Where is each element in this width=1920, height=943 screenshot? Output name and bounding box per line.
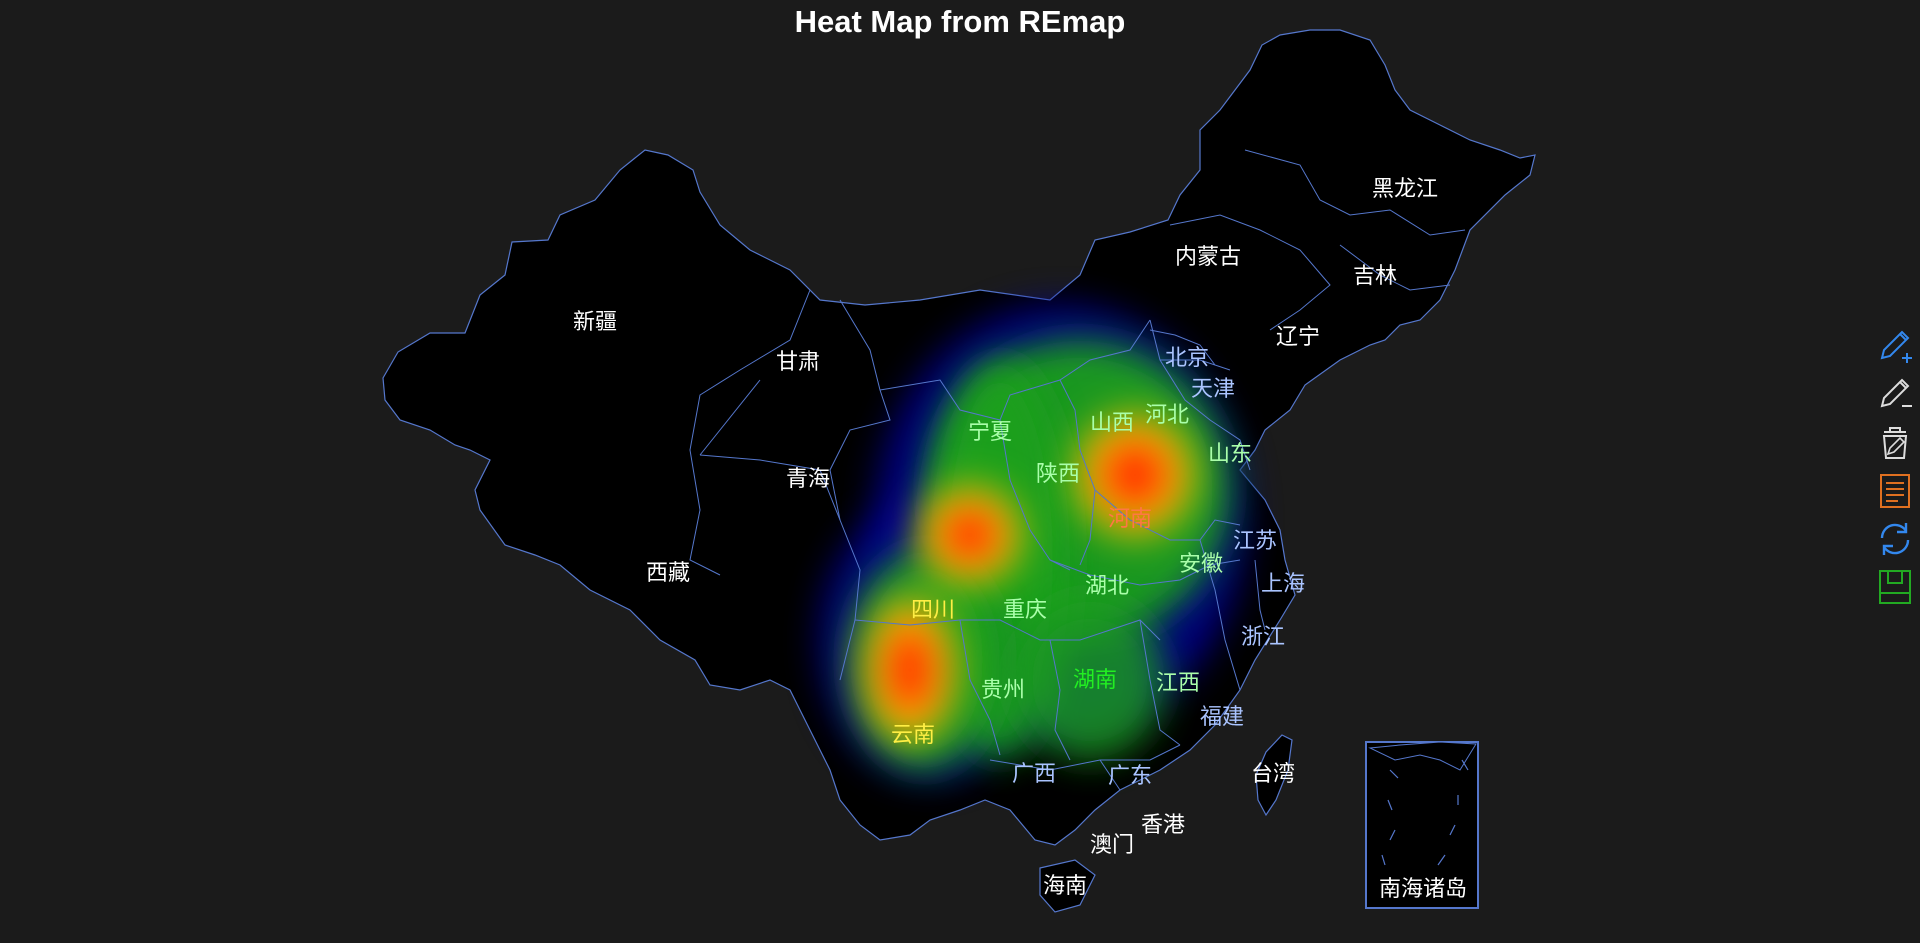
region-label: 河北 [1145, 403, 1189, 428]
region-label: 重庆 [1003, 598, 1047, 623]
heat-layer [820, 305, 1245, 780]
region-label: 天津 [1191, 377, 1235, 402]
province-borders [689, 149, 1466, 791]
region-label: 香港 [1141, 813, 1185, 838]
brush-remove-button[interactable] [1876, 376, 1914, 414]
region-label: 安徽 [1179, 552, 1223, 577]
restore-icon [1880, 523, 1910, 555]
clear-icon [1882, 427, 1908, 459]
region-label: 云南 [891, 723, 935, 748]
region-label: 青海 [786, 467, 830, 492]
restore-button[interactable] [1876, 520, 1914, 558]
region-label: 甘肃 [776, 350, 820, 375]
brush-remove-icon [1880, 378, 1912, 408]
region-label: 辽宁 [1276, 325, 1320, 350]
save-image-icon [1879, 570, 1911, 604]
region-label: 海南 [1043, 874, 1087, 899]
data-view-button[interactable] [1876, 472, 1914, 510]
region-label: 山东 [1208, 442, 1252, 467]
region-label: 南海诸岛 [1379, 877, 1467, 902]
region-label: 江苏 [1233, 529, 1277, 554]
region-label: 新疆 [573, 310, 617, 335]
region-label: 上海 [1261, 572, 1305, 597]
data-view-icon [1880, 474, 1910, 508]
region-label: 黑龙江 [1372, 177, 1438, 202]
region-label: 湖北 [1085, 574, 1129, 599]
region-label: 湖南 [1073, 668, 1117, 693]
toolbox [1876, 328, 1916, 616]
region-label: 贵州 [981, 678, 1025, 703]
region-label: 陕西 [1036, 462, 1080, 487]
south-china-sea-inset [1365, 741, 1479, 909]
region-label: 广西 [1012, 762, 1056, 787]
region-label: 浙江 [1241, 625, 1285, 650]
region-label: 河南 [1108, 507, 1152, 532]
region-label: 江西 [1156, 671, 1200, 696]
region-label: 宁夏 [968, 420, 1012, 445]
taiwan-shape [1255, 734, 1293, 817]
region-label: 北京 [1165, 346, 1209, 371]
region-label: 台湾 [1251, 762, 1295, 787]
region-label: 山西 [1090, 411, 1134, 436]
hainan-shape [1039, 859, 1096, 913]
brush-add-icon [1880, 330, 1912, 363]
region-label: 吉林 [1353, 264, 1397, 289]
save-image-button[interactable] [1876, 568, 1914, 606]
region-label: 内蒙古 [1175, 245, 1241, 270]
region-label: 西藏 [646, 561, 690, 586]
region-label: 澳门 [1090, 833, 1134, 858]
region-label: 广东 [1108, 764, 1152, 789]
region-label: 福建 [1200, 705, 1244, 730]
page-title: Heat Map from REmap [794, 4, 1126, 39]
region-label: 四川 [911, 598, 955, 623]
clear-button[interactable] [1876, 424, 1914, 462]
brush-add-button[interactable] [1876, 328, 1914, 366]
